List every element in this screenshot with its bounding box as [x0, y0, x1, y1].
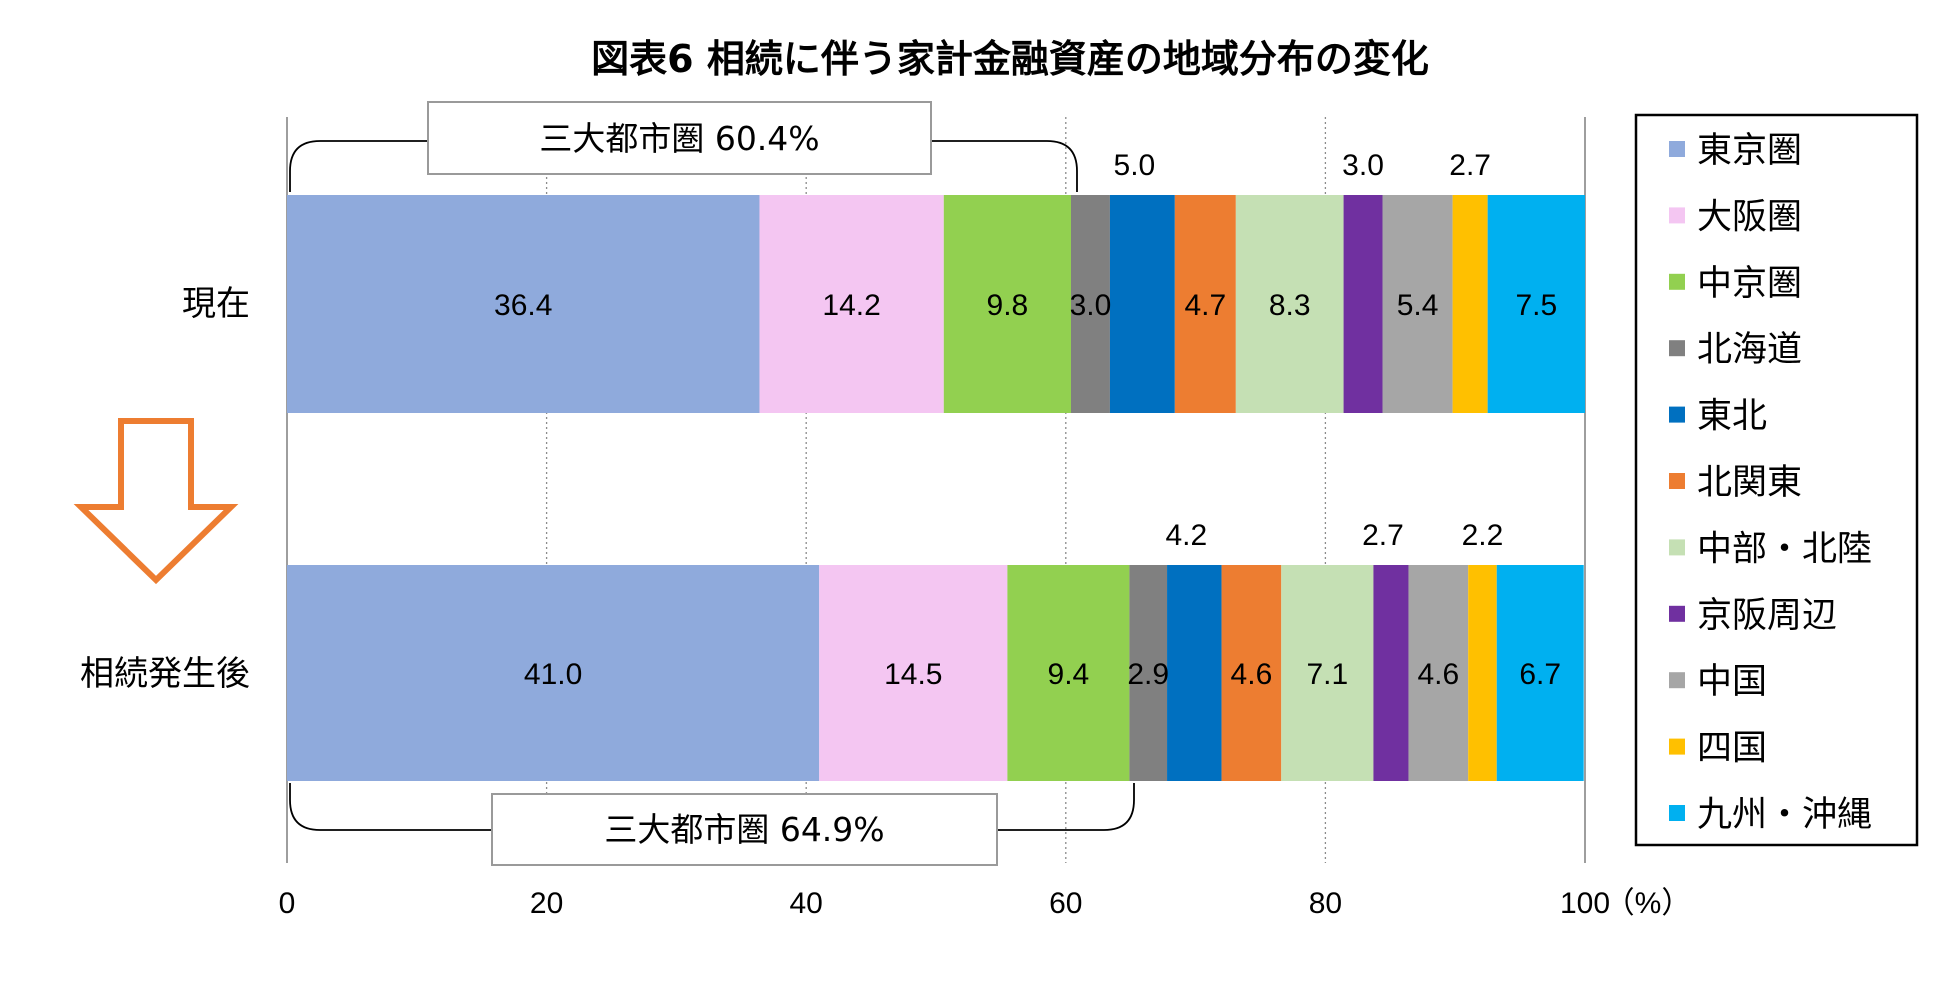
data-label: 2.2: [1462, 519, 1504, 552]
data-label: 6.7: [1519, 658, 1561, 691]
legend-swatch: [1669, 207, 1685, 224]
legend-swatch: [1669, 141, 1685, 157]
legend-item-label: 東京圏: [1697, 131, 1802, 171]
x-tick-label: 60: [1049, 887, 1082, 920]
bar-segment: [287, 565, 820, 781]
bar-segment: [1496, 565, 1584, 781]
data-label: 3.0: [1342, 149, 1384, 182]
legend-item-label: 中京圏: [1697, 264, 1802, 304]
bar-segment: [1235, 195, 1344, 413]
legend-item-label: 四国: [1697, 729, 1767, 769]
bar-segment: [759, 195, 944, 413]
legend-swatch: [1669, 539, 1685, 556]
bar-segment: [1007, 565, 1130, 781]
x-tick-label: 20: [530, 887, 563, 920]
data-label: 7.5: [1515, 289, 1557, 322]
annotation-label: 三大都市圏 60.4%: [539, 119, 819, 158]
bar-segment: [1468, 565, 1497, 781]
data-label: 8.3: [1269, 289, 1311, 322]
data-label: 5.0: [1114, 149, 1156, 182]
annotation-box: [427, 101, 932, 175]
data-label: 4.7: [1184, 289, 1226, 322]
data-label: 2.7: [1362, 519, 1404, 552]
bar-segment: [1129, 565, 1168, 781]
data-label: 36.4: [494, 289, 552, 322]
bar-segment: [287, 195, 760, 413]
bar-segment: [1343, 195, 1383, 413]
data-label: 4.2: [1165, 519, 1207, 552]
annotation-label: 三大都市圏 64.9%: [604, 810, 884, 849]
data-label: 14.2: [822, 289, 880, 322]
down-arrow-icon: [73, 418, 239, 585]
bar-segment: [819, 565, 1008, 781]
x-tick-label: 100: [1560, 887, 1610, 920]
category-label: 相続発生後: [80, 654, 250, 694]
legend-swatch: [1669, 672, 1685, 689]
legend-item-label: 九州・沖縄: [1697, 795, 1872, 835]
legend-swatch: [1669, 805, 1685, 821]
x-axis-unit: （%）: [1605, 887, 1692, 920]
bar-segment: [1373, 565, 1409, 781]
data-label: 9.4: [1048, 658, 1090, 691]
data-label: 14.5: [884, 658, 942, 691]
data-label: 4.6: [1231, 658, 1273, 691]
data-label: 7.1: [1306, 658, 1348, 691]
annotation-brackets: 三大都市圏 60.4% 三大都市圏 64.9%: [289, 101, 1135, 866]
bar-series: [287, 195, 1585, 781]
legend-item-label: 東北: [1697, 397, 1767, 437]
legend-swatch: [1669, 273, 1685, 290]
x-tick-label: 80: [1309, 887, 1342, 920]
bar-segment: [1281, 565, 1374, 781]
bar-segment: [1167, 565, 1222, 781]
legend-swatch: [1669, 473, 1685, 489]
bar-segment: [1487, 195, 1585, 413]
data-label: 9.8: [987, 289, 1029, 322]
legend-item-label: 京阪周辺: [1697, 596, 1837, 636]
legend-item-label: 大阪圏: [1697, 197, 1802, 237]
data-label: 2.7: [1449, 149, 1491, 182]
legend-swatch: [1669, 340, 1685, 357]
data-labels: 36.4 14.2 9.8 3.0 5.0 4.7 8.3 3.0 5.4 2.7 7.5 41.0 1…: [494, 149, 1561, 691]
annotation-box: [491, 793, 998, 866]
bar-segment: [1174, 195, 1236, 413]
legend-swatch: [1669, 738, 1685, 755]
legend-item-label: 北関東: [1697, 463, 1802, 503]
chart-title: 図表6 相続に伴う家計金融資産の地域分布の変化: [591, 37, 1429, 81]
bar-segment: [1221, 565, 1282, 781]
data-label: 4.6: [1417, 658, 1459, 691]
bar-segment: [943, 195, 1071, 413]
bar-segment: [1408, 565, 1469, 781]
x-tick-label: 40: [790, 887, 823, 920]
legend-swatch: [1669, 605, 1685, 622]
bar-segment: [1452, 195, 1488, 413]
down-arrow-shape: [73, 418, 239, 585]
data-label: 5.4: [1397, 289, 1439, 322]
legend-swatch: [1669, 406, 1685, 423]
data-label: 41.0: [524, 658, 582, 691]
data-label: 3.0: [1070, 289, 1112, 322]
x-axis: 0 20 40 60 80 100（%）: [279, 887, 1692, 920]
bar-segment: [1070, 195, 1110, 413]
bar-segment: [1109, 195, 1175, 413]
category-label: 現在: [182, 284, 250, 324]
x-tick-label: 0: [279, 887, 296, 920]
legend-item-label: 中部・北陸: [1697, 529, 1872, 569]
legend-item-label: 北海道: [1697, 330, 1802, 370]
data-label: 2.9: [1127, 658, 1169, 691]
bar-segment: [1382, 195, 1453, 413]
legend-item-label: 中国: [1697, 662, 1767, 702]
